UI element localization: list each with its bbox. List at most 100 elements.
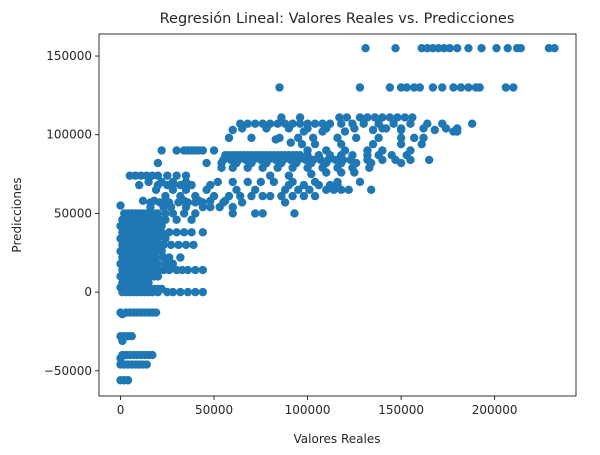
y-tick-label: 50000 bbox=[54, 206, 92, 220]
data-point bbox=[310, 139, 320, 149]
data-point bbox=[318, 127, 327, 136]
data-point bbox=[378, 113, 387, 122]
data-point bbox=[176, 287, 185, 297]
data-point bbox=[501, 83, 511, 92]
data-point bbox=[224, 133, 234, 143]
data-point bbox=[189, 240, 198, 250]
data-point bbox=[116, 201, 125, 210]
data-point bbox=[172, 215, 181, 224]
data-point bbox=[509, 83, 518, 92]
data-point bbox=[191, 209, 200, 218]
data-point bbox=[187, 215, 196, 224]
data-point bbox=[149, 196, 159, 206]
data-point bbox=[202, 158, 211, 168]
y-tick-label: 100000 bbox=[46, 128, 92, 142]
data-point bbox=[258, 209, 267, 218]
data-point bbox=[269, 177, 279, 187]
data-point bbox=[179, 196, 189, 206]
data-point bbox=[236, 191, 245, 201]
data-point bbox=[381, 124, 391, 133]
data-point bbox=[247, 133, 256, 143]
data-point bbox=[237, 124, 247, 133]
data-point bbox=[424, 155, 434, 165]
data-point bbox=[179, 228, 189, 237]
data-point bbox=[284, 171, 294, 180]
data-point bbox=[366, 185, 376, 195]
data-point bbox=[396, 158, 406, 168]
data-point bbox=[228, 202, 237, 212]
chart-title: Regresión Lineal: Valores Reales vs. Pre… bbox=[160, 11, 515, 27]
data-point bbox=[243, 163, 252, 172]
data-point bbox=[262, 124, 271, 133]
data-point bbox=[191, 265, 200, 275]
x-tick-label: 50000 bbox=[195, 403, 233, 417]
y-axis-title: Predicciones bbox=[10, 177, 24, 252]
data-point bbox=[406, 119, 415, 128]
data-point bbox=[198, 202, 208, 212]
data-point bbox=[209, 146, 219, 155]
data-point bbox=[374, 133, 383, 143]
data-point bbox=[280, 198, 290, 207]
x-tick-label: 0 bbox=[117, 403, 125, 417]
data-point bbox=[172, 146, 181, 155]
data-point bbox=[337, 168, 346, 177]
data-point bbox=[294, 185, 303, 195]
data-point bbox=[355, 113, 365, 122]
data-point bbox=[385, 113, 395, 122]
data-point bbox=[142, 360, 151, 369]
data-point bbox=[168, 185, 178, 195]
data-point bbox=[415, 83, 425, 92]
data-point bbox=[221, 196, 230, 206]
data-point bbox=[271, 135, 280, 144]
data-point bbox=[277, 113, 286, 122]
data-point bbox=[157, 221, 166, 231]
data-point bbox=[430, 125, 439, 135]
data-point bbox=[168, 287, 178, 297]
data-point bbox=[286, 138, 295, 147]
data-point bbox=[396, 133, 406, 143]
data-point bbox=[385, 83, 395, 92]
data-point bbox=[153, 171, 163, 180]
data-point bbox=[453, 127, 462, 136]
data-point bbox=[402, 83, 411, 92]
data-point bbox=[550, 43, 559, 53]
data-point bbox=[198, 287, 208, 297]
data-point bbox=[294, 133, 303, 143]
plot-frame bbox=[98, 33, 577, 397]
data-point bbox=[164, 253, 174, 262]
data-point bbox=[310, 191, 320, 201]
data-point bbox=[183, 287, 193, 297]
data-point bbox=[449, 83, 458, 92]
data-point bbox=[329, 185, 338, 195]
x-axis: 0 50000 100000 150000 200000 bbox=[117, 396, 518, 417]
data-point bbox=[237, 198, 247, 207]
y-tick-label: 0 bbox=[84, 285, 92, 299]
data-point bbox=[181, 185, 191, 195]
data-point bbox=[337, 185, 346, 195]
data-point bbox=[187, 228, 196, 237]
data-point bbox=[228, 125, 237, 135]
data-point bbox=[337, 139, 346, 149]
y-tick-label: 150000 bbox=[46, 49, 92, 63]
data-point bbox=[290, 209, 299, 218]
data-point bbox=[183, 265, 193, 275]
data-point bbox=[217, 163, 226, 172]
data-point bbox=[198, 265, 208, 275]
data-point bbox=[503, 43, 512, 53]
data-point bbox=[243, 177, 252, 187]
data-point bbox=[166, 202, 176, 212]
data-point bbox=[350, 168, 359, 177]
data-point bbox=[277, 191, 286, 201]
data-point bbox=[370, 113, 380, 122]
data-point bbox=[273, 119, 282, 128]
data-point bbox=[288, 163, 297, 172]
data-point bbox=[409, 133, 419, 143]
data-point bbox=[181, 240, 191, 250]
data-point bbox=[157, 247, 166, 256]
data-point bbox=[305, 185, 314, 195]
data-point bbox=[275, 83, 284, 92]
data-point bbox=[456, 83, 466, 92]
data-point bbox=[144, 177, 153, 187]
data-point bbox=[250, 119, 260, 128]
